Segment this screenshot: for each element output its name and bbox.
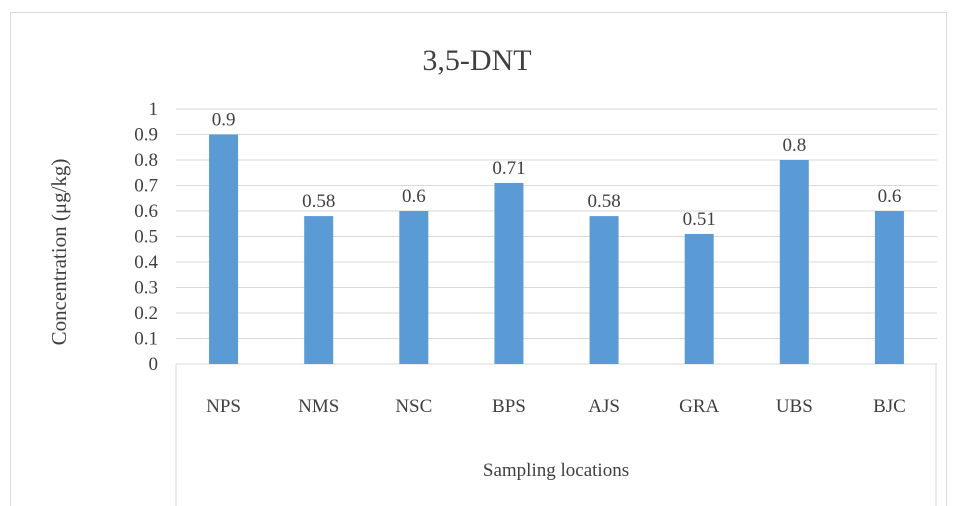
bar-nms — [304, 216, 334, 364]
y-tick-label: 0.6 — [134, 201, 158, 222]
data-label: 0.8 — [782, 135, 806, 156]
bar-ubs — [779, 160, 809, 364]
chart-frame — [10, 12, 947, 506]
y-tick-labels: 0 0.1 0.2 0.3 0.4 0.5 0.6 0.7 0.8 0.9 1 — [134, 99, 158, 375]
y-tick-label: 1 — [149, 99, 159, 120]
x-tick-label: NMS — [298, 396, 339, 417]
data-label: 0.6 — [878, 186, 902, 207]
chart-title: 3,5-DNT — [422, 44, 531, 77]
bar-gra — [684, 233, 714, 364]
y-tick-label: 0.7 — [134, 176, 158, 197]
bar-nps — [209, 134, 239, 364]
data-label: 0.51 — [683, 209, 716, 230]
bar-bjc — [874, 211, 904, 364]
data-label: 0.71 — [492, 158, 525, 179]
x-tick-label: GRA — [679, 396, 719, 417]
x-tick-label: NPS — [206, 396, 241, 417]
y-tick-label: 0.2 — [134, 303, 158, 324]
x-tick-label: UBS — [776, 396, 813, 417]
bars — [209, 134, 904, 364]
bar-bps — [494, 182, 524, 364]
gridlines — [176, 108, 937, 365]
y-tick-label: 0 — [149, 354, 159, 375]
category-separators — [175, 364, 937, 506]
y-tick-label: 0.8 — [134, 150, 158, 171]
y-tick-label: 0.3 — [134, 278, 158, 299]
data-label: 0.58 — [302, 191, 335, 212]
x-axis-title: Sampling locations — [483, 460, 629, 481]
data-labels: 0.9 0.58 0.6 0.71 0.58 0.51 0.8 0.6 — [212, 110, 902, 230]
data-label: 0.6 — [402, 186, 426, 207]
bar-nsc — [399, 211, 429, 364]
y-tick-label: 0.1 — [134, 329, 158, 350]
x-tick-label: NSC — [395, 396, 432, 417]
y-tick-label: 0.4 — [134, 252, 158, 273]
y-tick-label: 0.5 — [134, 227, 158, 248]
y-axis-title: Concentration (μg/kg) — [47, 159, 71, 346]
bar-ajs — [589, 216, 619, 364]
y-tick-label: 0.9 — [134, 125, 158, 146]
x-tick-label: BJC — [873, 396, 906, 417]
data-label: 0.9 — [212, 110, 236, 131]
x-tick-label: AJS — [588, 396, 620, 417]
x-tick-label: BPS — [492, 396, 526, 417]
x-tick-labels: NPS NMS NSC BPS AJS GRA UBS BJC — [206, 396, 906, 417]
data-label: 0.58 — [587, 191, 620, 212]
